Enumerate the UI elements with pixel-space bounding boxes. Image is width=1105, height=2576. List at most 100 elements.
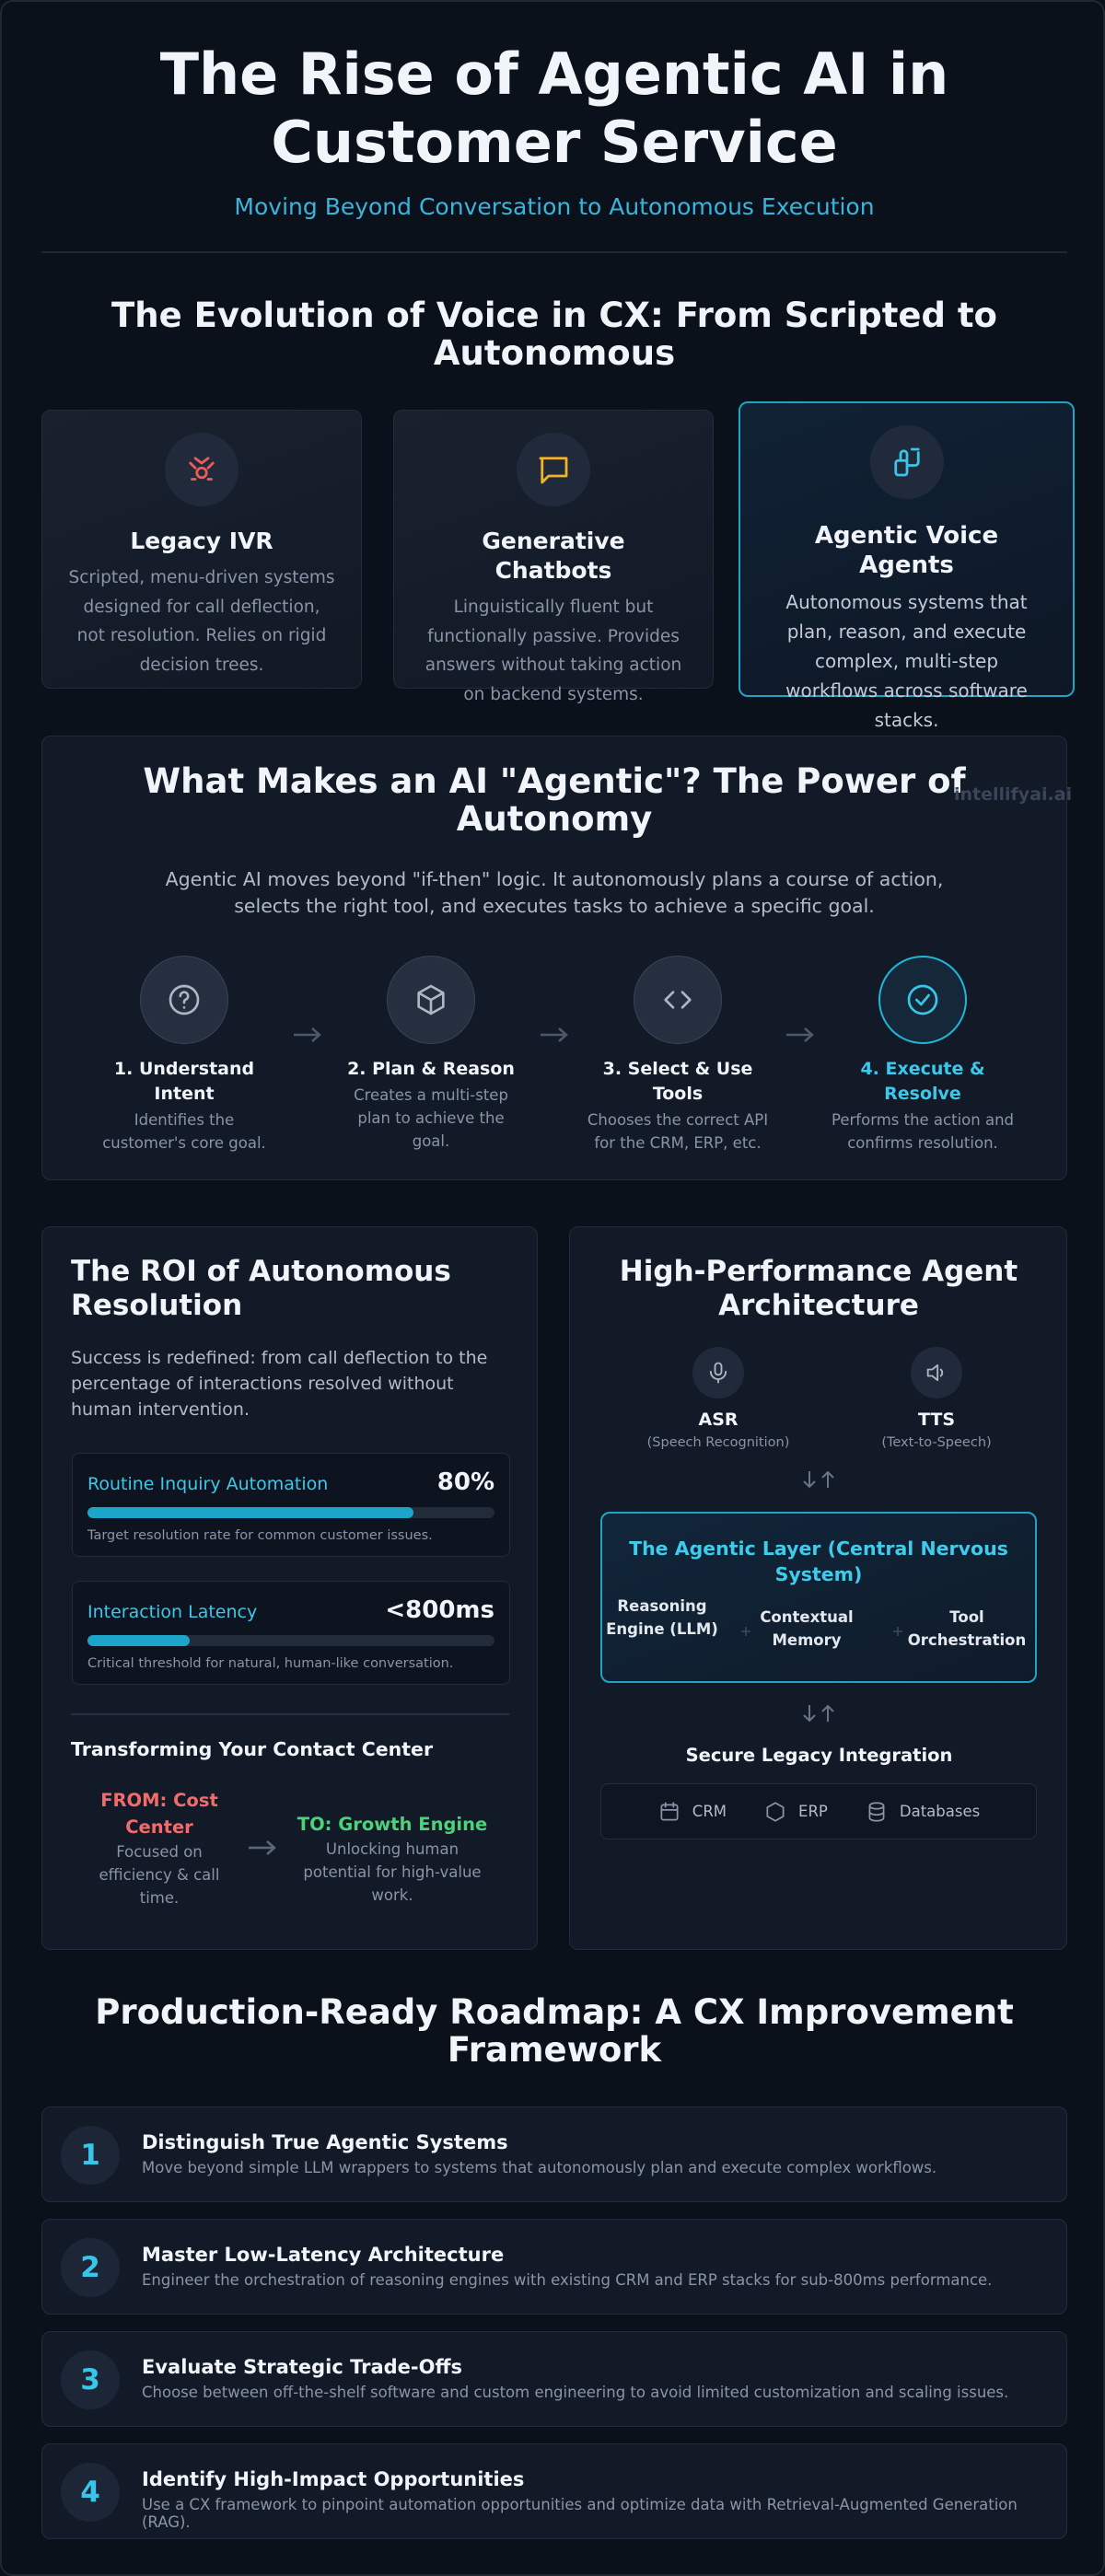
- icon: [660, 1801, 679, 1821]
- system-item: CRM: [657, 1800, 727, 1824]
- metric-note: Target resolution rate for common custom…: [87, 1528, 433, 1543]
- roadmap-item: 1 Distinguish True Agentic Systems Move be…: [41, 2106, 1067, 2202]
- arrow-icon: [249, 1840, 276, 1855]
- io-title: ASR: [698, 1410, 739, 1430]
- layer-component: Reasoning Engine (LLM): [606, 1597, 718, 1638]
- icon-shape: [803, 1470, 834, 1489]
- item-description: Use a CX framework to pinpoint automatio…: [142, 2496, 1018, 2531]
- to-description: Unlocking human potential for high-value…: [303, 1840, 482, 1904]
- step-icon: [878, 956, 967, 1044]
- agentic-panel: What Makes an AI "Agentic"? The Power of…: [41, 736, 1072, 1180]
- metric-row: Interaction Latency <800ms: [87, 1596, 494, 1624]
- process-step: 1. Understand Intent Identifies the custo…: [78, 956, 290, 1155]
- subtitle: Moving Beyond Conversation to Autonomous…: [234, 193, 875, 220]
- step-title: 1. Understand Intent: [113, 1059, 255, 1104]
- icon-shape: [926, 1363, 939, 1382]
- metric-value: 80%: [436, 1468, 494, 1496]
- io-node: ASR (Speech Recognition): [617, 1347, 820, 1450]
- layer-title: The Agentic Layer (Central Nervous Syste…: [629, 1537, 1008, 1585]
- icon-shape: [868, 1804, 885, 1822]
- roi-panel: The ROI of Autonomous Resolution Success…: [41, 1226, 538, 1950]
- icon-shape: [195, 466, 208, 480]
- icon-shape: [714, 1362, 723, 1376]
- roadmap-item: 3 Evaluate Strategic Trade-Offs Choose bet…: [41, 2331, 1067, 2427]
- item-title: Distinguish True Agentic Systems: [142, 2131, 508, 2153]
- item-title: Master Low-Latency Architecture: [142, 2244, 505, 2266]
- step-title: 3. Select & Use Tools: [602, 1059, 753, 1104]
- metric-card: Interaction Latency <800ms Critical thresh…: [72, 1581, 510, 1685]
- roadmap-item: 4 Identify High-Impact Opportunities Use a…: [41, 2443, 1067, 2539]
- step-number: 1: [61, 2126, 120, 2185]
- section-heading: The Evolution of Voice in CX: From Scrip…: [111, 296, 997, 373]
- icon: [189, 457, 215, 481]
- system-item: Databases: [865, 1800, 980, 1824]
- icon-shape: [709, 1370, 727, 1384]
- panel-heading: High-Performance Agent Architecture: [619, 1255, 1018, 1322]
- progress-fill: [87, 1635, 190, 1646]
- io-node: TTS (Text-to-Speech): [835, 1347, 1038, 1450]
- card-title: Legacy IVR: [130, 528, 273, 554]
- arrow-icon: [541, 1027, 568, 1042]
- system-item: ERP: [763, 1800, 828, 1824]
- metric-value: <800ms: [385, 1596, 494, 1624]
- icon: [169, 984, 200, 1015]
- plus-icon: [893, 1627, 902, 1636]
- arrow-icon: [786, 1027, 814, 1042]
- card-title: Generative Chatbots: [482, 528, 625, 584]
- system-label: Databases: [899, 1803, 981, 1820]
- icon-circle: [165, 433, 238, 506]
- step-description: Chooses the correct API for the CRM, ERP…: [587, 1111, 769, 1152]
- icon-shape: [786, 1027, 814, 1042]
- icon-shape: [939, 1368, 944, 1377]
- io-title: TTS: [917, 1410, 956, 1430]
- intro-text: Agentic AI moves beyond "if-then" logic.…: [165, 868, 944, 917]
- agentic-layer: The Agentic Layer (Central Nervous Syste…: [600, 1512, 1037, 1683]
- divider: [41, 251, 1067, 253]
- step-description: Creates a multi-step plan to achieve the…: [354, 1086, 508, 1150]
- icon-shape: [915, 993, 930, 1006]
- icon: [907, 984, 938, 1015]
- icon-circle: [517, 433, 590, 506]
- architecture-panel: High-Performance Agent Architecture The …: [569, 1226, 1067, 1950]
- progress-track: [87, 1507, 494, 1518]
- icon-shape: [803, 1704, 834, 1723]
- subheading: Transforming Your Contact Center: [71, 1738, 434, 1760]
- icon: [539, 457, 568, 484]
- layer-component: Contextual Memory: [760, 1608, 854, 1649]
- metric-label: Interaction Latency: [87, 1602, 258, 1622]
- progress-track: [87, 1635, 494, 1646]
- step-icon: [140, 956, 228, 1044]
- icon-shape: [899, 447, 920, 467]
- icon-shape: [179, 991, 190, 1009]
- card-title: Agentic Voice Agents: [814, 522, 999, 579]
- icon-shape: [294, 1027, 321, 1042]
- card-description: Linguistically fluent but functionally p…: [425, 598, 682, 704]
- plus-icon: [740, 1627, 750, 1636]
- icon: [926, 1363, 944, 1382]
- divider: [71, 1713, 509, 1715]
- icon-shape: [660, 1804, 679, 1821]
- icon-shape: [893, 458, 908, 477]
- icon-shape: [664, 991, 692, 1009]
- step-icon: [634, 956, 722, 1044]
- system-label: CRM: [692, 1803, 727, 1820]
- icon: [417, 984, 445, 1015]
- icon: [709, 1362, 727, 1384]
- metric-label: Routine Inquiry Automation: [87, 1474, 329, 1494]
- flow-arrows: [803, 1704, 834, 1723]
- icon-shape: [539, 457, 568, 484]
- icon: [868, 1801, 885, 1822]
- io-icon: [911, 1347, 962, 1398]
- icon-shape: [249, 1840, 276, 1855]
- icon-shape: [740, 1627, 750, 1636]
- item-description: Choose between off-the-shelf software an…: [142, 2384, 1009, 2401]
- system-label: ERP: [798, 1803, 828, 1820]
- item-title: Identify High-Impact Opportunities: [142, 2468, 525, 2490]
- process-step: 3. Select & Use Tools Chooses the correct…: [572, 956, 784, 1155]
- section-heading: What Makes an AI "Agentic"? The Power of…: [143, 761, 966, 839]
- item-description: Engineer the orchestration of reasoning …: [142, 2271, 993, 2289]
- intro-text: Success is redefined: from call deflecti…: [71, 1348, 488, 1420]
- section-heading: Production-Ready Roadmap: A CX Improveme…: [95, 1992, 1014, 2070]
- subheading: Secure Legacy Integration: [685, 1745, 953, 1766]
- icon-shape: [541, 1027, 568, 1042]
